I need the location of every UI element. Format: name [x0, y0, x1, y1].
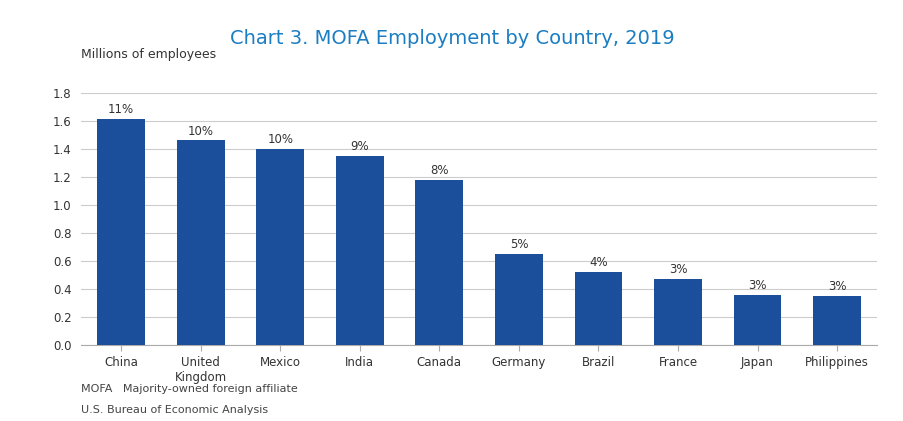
Text: 3%: 3%	[827, 280, 845, 293]
Text: Chart 3. MOFA Employment by Country, 2019: Chart 3. MOFA Employment by Country, 201…	[229, 29, 674, 48]
Text: 4%: 4%	[589, 256, 607, 269]
Bar	[256, 149, 303, 345]
Text: 10%: 10%	[267, 133, 293, 146]
Text: 8%: 8%	[430, 164, 448, 177]
Bar	[813, 296, 860, 345]
Text: 5%: 5%	[509, 238, 527, 251]
Bar	[574, 272, 621, 345]
Text: U.S. Bureau of Economic Analysis: U.S. Bureau of Economic Analysis	[81, 405, 268, 415]
Text: MOFA   Majority-owned foreign affiliate: MOFA Majority-owned foreign affiliate	[81, 384, 298, 394]
Text: 9%: 9%	[350, 140, 368, 153]
Text: 3%: 3%	[668, 264, 686, 277]
Bar	[336, 156, 383, 345]
Bar	[495, 254, 542, 345]
Text: Millions of employees: Millions of employees	[81, 48, 216, 61]
Bar	[98, 119, 144, 345]
Text: 3%: 3%	[748, 279, 766, 292]
Text: 10%: 10%	[188, 125, 213, 138]
Bar	[177, 140, 224, 345]
Bar	[415, 180, 462, 345]
Text: 11%: 11%	[108, 104, 134, 117]
Bar	[654, 279, 701, 345]
Bar	[733, 295, 780, 345]
